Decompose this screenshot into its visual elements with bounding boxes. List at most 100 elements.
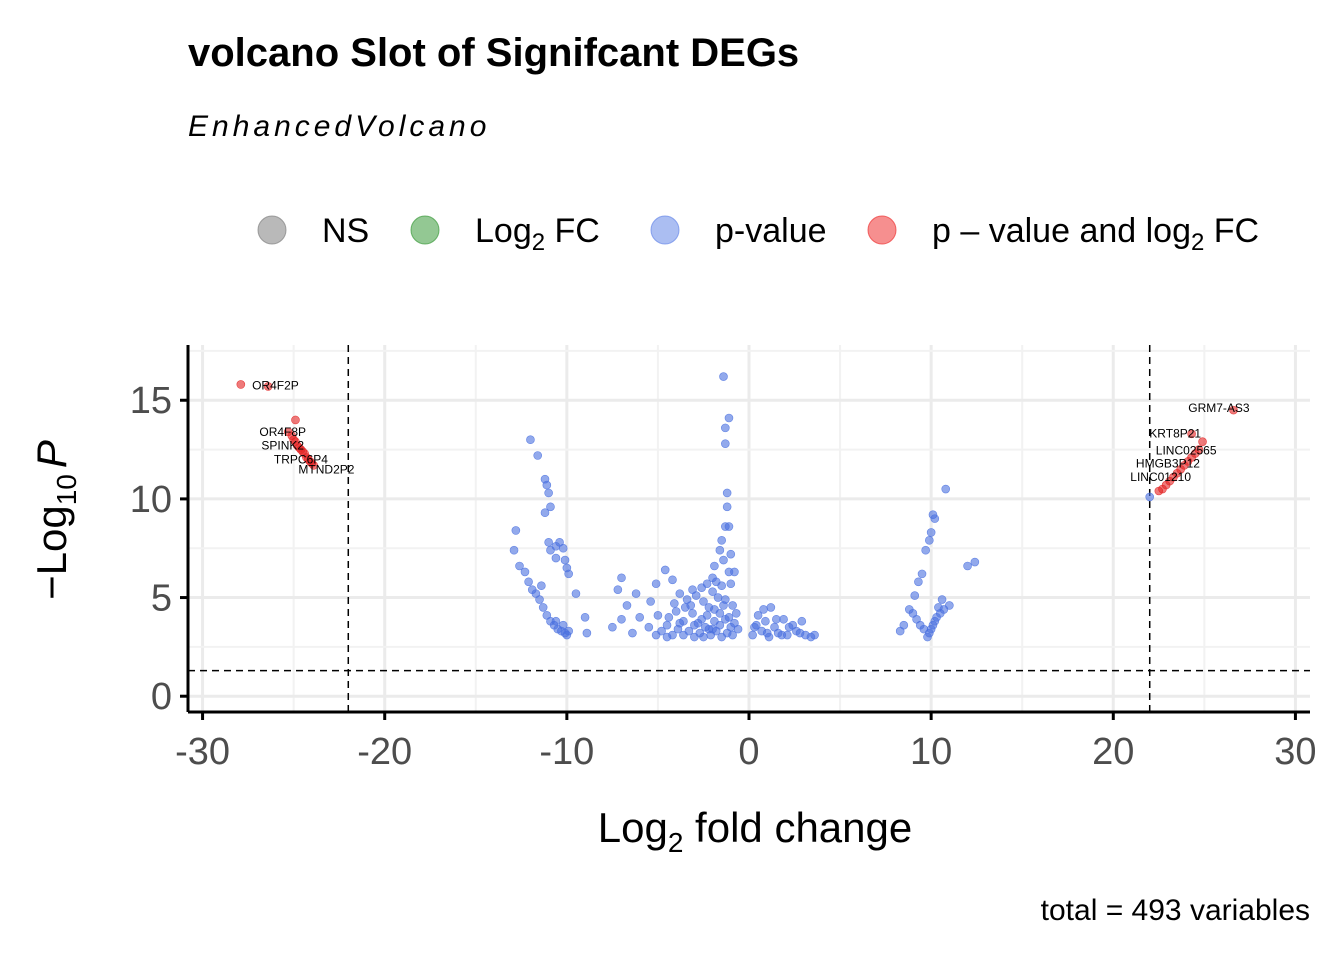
data-point: [524, 577, 533, 587]
data-point: [558, 620, 568, 630]
data-point: [515, 561, 524, 571]
data-point: [761, 616, 770, 626]
data-point: [713, 593, 723, 602]
data-point: [690, 632, 699, 642]
x-tick-label: 20: [1092, 731, 1134, 773]
data-point: [904, 605, 914, 614]
data-point: [925, 536, 934, 545]
legend-marker: [650, 215, 680, 245]
data-point: [644, 622, 654, 632]
data-point: [699, 597, 708, 606]
y-tick-label: 10: [130, 479, 172, 521]
data-point: [730, 567, 739, 577]
data-point: [797, 616, 807, 626]
data-point: [690, 620, 699, 630]
data-points: [236, 372, 1238, 642]
data-point: [542, 480, 552, 490]
data-point: [660, 565, 670, 575]
data-point: [617, 573, 626, 583]
data-point: [622, 601, 632, 610]
data-point: [699, 632, 708, 642]
data-point: [691, 591, 701, 600]
data-point: [926, 528, 936, 537]
data-point: [722, 502, 732, 512]
legend-marker: [867, 215, 897, 245]
data-point: [759, 605, 768, 614]
data-point: [309, 461, 318, 470]
gene-label: SPINK2: [261, 439, 304, 453]
data-point: [726, 549, 736, 559]
data-point: [671, 607, 681, 616]
x-tick-label: 30: [1274, 731, 1316, 773]
data-point: [721, 614, 730, 624]
x-tick-label: -20: [357, 731, 412, 773]
x-tick-label: -30: [175, 731, 230, 773]
legend-label: p-value: [715, 212, 827, 250]
data-point: [564, 569, 573, 579]
data-point: [750, 622, 759, 632]
data-point: [726, 579, 736, 589]
data-point: [928, 510, 938, 519]
data-point: [617, 614, 626, 624]
data-point: [753, 611, 763, 620]
data-point: [715, 609, 725, 618]
data-point: [766, 603, 776, 612]
data-point: [715, 545, 725, 555]
data-point: [679, 630, 688, 640]
legend-label: NS: [322, 212, 369, 250]
data-point: [1229, 405, 1238, 415]
data-point: [717, 632, 726, 642]
data-point: [560, 555, 570, 565]
data-point: [546, 502, 555, 512]
data-point: [558, 543, 568, 553]
x-axis-title: Log2 fold change: [598, 804, 913, 858]
chart-title: volcano Slot of Signifcant DEGs: [188, 31, 799, 75]
data-point: [651, 579, 661, 589]
y-tick-label: 5: [151, 578, 172, 620]
data-point: [779, 614, 788, 624]
legend-label: p – value and log2 FC: [932, 212, 1259, 256]
data-point: [719, 555, 728, 565]
data-point: [526, 435, 535, 445]
data-point: [1198, 437, 1207, 446]
data-point: [580, 612, 590, 622]
data-point: [509, 545, 519, 555]
data-point: [795, 628, 805, 638]
data-point: [511, 526, 521, 535]
data-point: [1154, 486, 1164, 496]
cutoff-lines: [188, 345, 1310, 712]
x-tick-label: 10: [910, 731, 952, 773]
y-tick-label: 0: [151, 676, 172, 718]
data-point: [662, 632, 672, 642]
data-point: [937, 595, 947, 604]
data-point: [1145, 492, 1155, 502]
data-point: [551, 553, 561, 563]
data-point: [697, 614, 706, 624]
data-point: [731, 609, 741, 618]
data-point: [635, 612, 645, 622]
data-point: [680, 603, 690, 612]
data-point: [582, 628, 592, 638]
axes: -30 -20 -10 0 10 20 30 0 5 10 15: [130, 345, 1317, 773]
data-point: [945, 601, 954, 610]
data-point: [551, 541, 561, 551]
data-point: [917, 569, 927, 579]
data-point: [571, 589, 581, 598]
data-point: [719, 601, 728, 610]
gene-label: HMGB3P12: [1136, 456, 1200, 470]
data-point: [721, 439, 730, 448]
x-tick-label: -10: [539, 731, 594, 773]
data-point: [688, 609, 697, 618]
data-point: [682, 595, 692, 604]
data-point: [533, 451, 543, 460]
data-point: [291, 415, 300, 425]
data-point: [704, 603, 714, 612]
data-point: [664, 612, 674, 622]
data-point: [670, 599, 679, 608]
data-point: [551, 616, 561, 626]
data-point: [544, 538, 553, 547]
gene-label: GRM7-AS3: [1188, 401, 1250, 415]
data-point: [710, 561, 719, 571]
data-point: [236, 380, 246, 389]
